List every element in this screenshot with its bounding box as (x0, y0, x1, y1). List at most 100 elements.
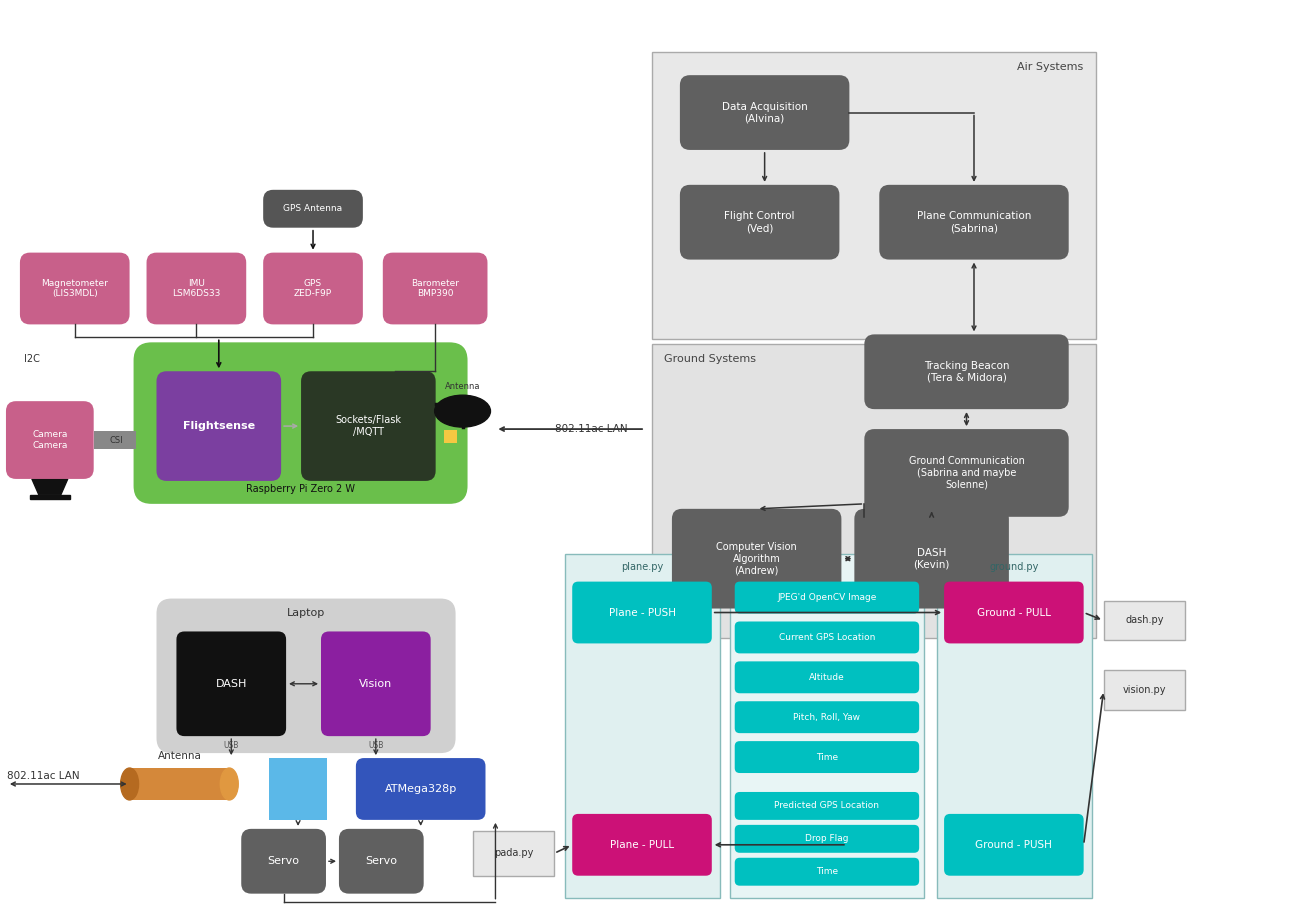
FancyBboxPatch shape (735, 622, 919, 654)
Text: Magnetometer
(LIS3MDL): Magnetometer (LIS3MDL) (41, 279, 108, 298)
Text: ground.py: ground.py (990, 562, 1039, 572)
Text: Plane - PUSH: Plane - PUSH (608, 607, 675, 617)
Text: Servo: Servo (365, 856, 398, 866)
Text: Tracking Beacon
(Tera & Midora): Tracking Beacon (Tera & Midora) (924, 361, 1010, 383)
FancyBboxPatch shape (735, 741, 919, 773)
Text: pada.py: pada.py (493, 848, 533, 858)
Bar (729, 554, 924, 898)
Text: Camera
Camera: Camera Camera (32, 430, 67, 450)
Bar (652, 52, 1096, 339)
FancyBboxPatch shape (680, 75, 849, 150)
Text: Altitude: Altitude (809, 673, 844, 682)
Text: Raspberry Pi Zero 2 W: Raspberry Pi Zero 2 W (247, 484, 355, 494)
FancyBboxPatch shape (944, 582, 1083, 644)
FancyBboxPatch shape (944, 814, 1083, 875)
FancyBboxPatch shape (572, 814, 711, 875)
FancyBboxPatch shape (865, 429, 1069, 517)
Text: 802.11ac LAN: 802.11ac LAN (6, 771, 80, 781)
Text: Drop Flag: Drop Flag (806, 834, 848, 844)
Text: JPEG'd OpenCV Image: JPEG'd OpenCV Image (777, 593, 877, 602)
Ellipse shape (221, 768, 239, 800)
Text: DASH: DASH (216, 679, 247, 689)
FancyBboxPatch shape (6, 401, 94, 479)
FancyBboxPatch shape (133, 343, 467, 504)
FancyBboxPatch shape (735, 858, 919, 885)
FancyBboxPatch shape (263, 253, 363, 325)
FancyBboxPatch shape (735, 701, 919, 734)
Text: Predicted GPS Location: Predicted GPS Location (775, 802, 879, 811)
Text: Time: Time (816, 867, 838, 876)
FancyBboxPatch shape (572, 582, 711, 644)
Text: Ground - PULL: Ground - PULL (977, 607, 1051, 617)
Text: USB: USB (223, 741, 239, 750)
Text: USB: USB (368, 741, 383, 750)
Text: Servo: Servo (267, 856, 300, 866)
FancyBboxPatch shape (879, 185, 1069, 260)
Text: Time: Time (816, 753, 838, 762)
Text: Pitch, Roll, Yaw: Pitch, Roll, Yaw (794, 713, 860, 722)
Text: Current GPS Location: Current GPS Location (778, 633, 875, 642)
FancyBboxPatch shape (671, 509, 842, 608)
Ellipse shape (435, 395, 491, 427)
Text: Air Systems: Air Systems (1017, 62, 1083, 72)
Text: GPS Antenna: GPS Antenna (284, 205, 342, 214)
Text: Plane Communication
(Sabrina): Plane Communication (Sabrina) (917, 212, 1032, 233)
Text: Data Acquisition
(Alvina): Data Acquisition (Alvina) (722, 102, 807, 124)
Bar (565, 554, 720, 898)
FancyBboxPatch shape (865, 335, 1069, 409)
Text: GPS
ZED-F9P: GPS ZED-F9P (294, 279, 332, 298)
Text: dash.py: dash.py (1126, 615, 1163, 625)
Text: Flight Control
(Ved): Flight Control (Ved) (724, 212, 795, 233)
Polygon shape (30, 494, 70, 499)
Text: CSI: CSI (110, 435, 124, 445)
FancyBboxPatch shape (340, 829, 423, 894)
FancyBboxPatch shape (680, 185, 839, 260)
FancyBboxPatch shape (356, 758, 485, 820)
Text: DASH
(Kevin): DASH (Kevin) (914, 548, 950, 569)
Bar (473, 831, 554, 875)
Bar (94, 431, 136, 449)
Text: Flightsense: Flightsense (183, 421, 254, 431)
FancyBboxPatch shape (156, 371, 281, 481)
Polygon shape (32, 479, 67, 494)
Text: Antenna: Antenna (158, 751, 201, 761)
FancyBboxPatch shape (383, 253, 488, 325)
Bar (129, 768, 230, 800)
Text: vision.py: vision.py (1123, 685, 1166, 695)
Text: Ground Systems: Ground Systems (664, 355, 757, 365)
Text: IMU
LSM6DS33: IMU LSM6DS33 (172, 279, 221, 298)
Text: 802.11ac LAN: 802.11ac LAN (555, 425, 627, 435)
Bar (269, 758, 327, 820)
Text: Sockets/Flask
/MQTT: Sockets/Flask /MQTT (336, 415, 402, 437)
FancyBboxPatch shape (735, 824, 919, 853)
FancyBboxPatch shape (301, 371, 435, 481)
Text: Computer Vision
Algorithm
(Andrew): Computer Vision Algorithm (Andrew) (717, 542, 797, 575)
FancyBboxPatch shape (855, 509, 1008, 608)
FancyBboxPatch shape (241, 829, 327, 894)
Text: I2C: I2C (25, 355, 40, 365)
Text: ATMega328p: ATMega328p (385, 784, 457, 794)
Bar (1104, 601, 1185, 641)
Text: Ground - PUSH: Ground - PUSH (976, 840, 1052, 850)
Text: Plane - PULL: Plane - PULL (609, 840, 674, 850)
Text: Barometer
BMP390: Barometer BMP390 (411, 279, 460, 298)
FancyBboxPatch shape (735, 582, 919, 614)
FancyBboxPatch shape (19, 253, 129, 325)
FancyBboxPatch shape (263, 190, 363, 227)
FancyBboxPatch shape (177, 632, 287, 736)
Text: plane.py: plane.py (621, 562, 664, 572)
FancyBboxPatch shape (156, 598, 456, 753)
Bar (444, 430, 457, 443)
Ellipse shape (120, 768, 138, 800)
Text: Vision: Vision (359, 679, 392, 689)
FancyBboxPatch shape (735, 662, 919, 694)
Text: Antenna: Antenna (445, 382, 480, 391)
Bar (1104, 670, 1185, 710)
Text: Laptop: Laptop (287, 607, 325, 617)
Bar (652, 345, 1096, 638)
Bar (937, 554, 1092, 898)
FancyBboxPatch shape (147, 253, 247, 325)
Text: Ground Communication
(Sabrina and maybe
Solenne): Ground Communication (Sabrina and maybe … (909, 456, 1025, 490)
FancyBboxPatch shape (735, 792, 919, 820)
FancyBboxPatch shape (321, 632, 431, 736)
